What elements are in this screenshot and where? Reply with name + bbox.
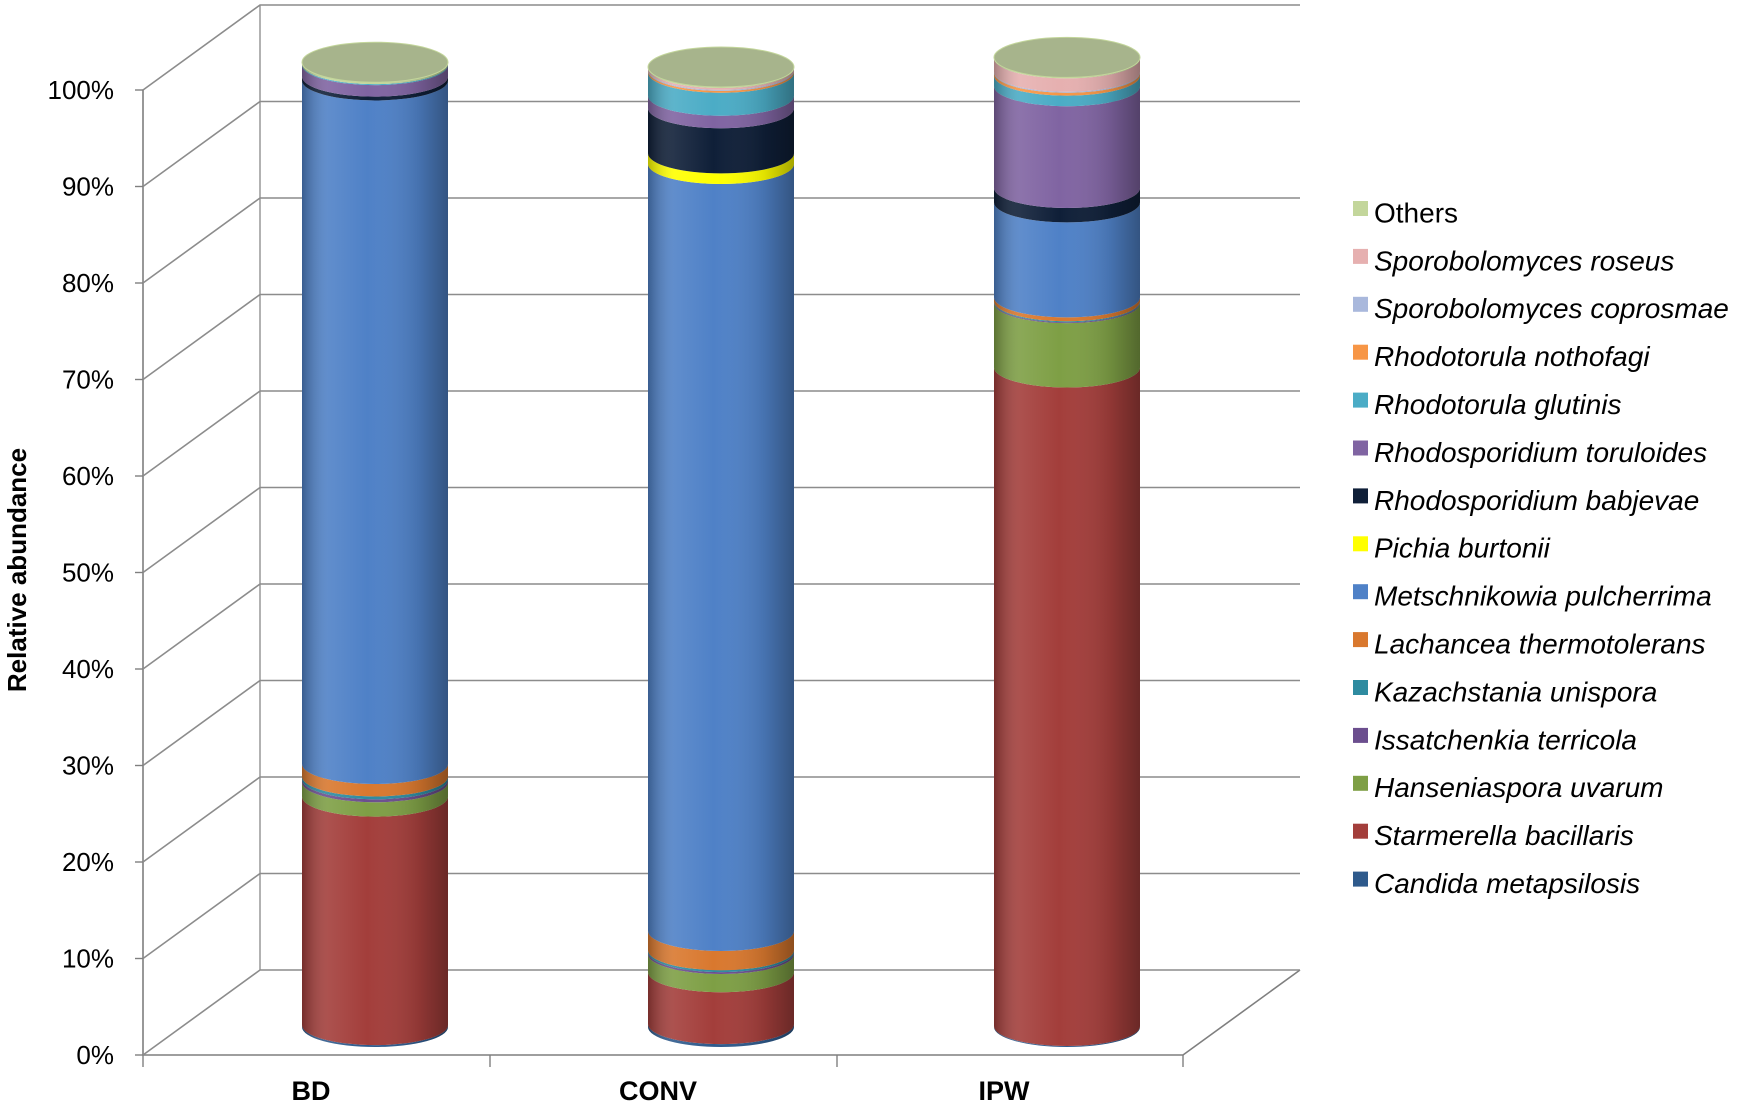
x-tick-label-bd: BD <box>292 1076 331 1104</box>
legend-label: Sporobolomyces coprosmae <box>1374 293 1729 324</box>
x-axis-ticks: BD CONV IPW <box>142 1055 1184 1106</box>
y-tick-label: 60% <box>62 461 114 491</box>
gridlines <box>142 4 1300 1056</box>
y-axis-ticks: 0% 10% 20% 30% 40% 50% 60% 70% 80% 90% 100% <box>48 75 143 1070</box>
legend-swatch <box>1353 344 1368 360</box>
y-tick-label: 0% <box>76 1040 114 1070</box>
legend-label: Others <box>1374 197 1458 228</box>
gridline <box>142 486 1300 574</box>
legend-item-rhodotorula-glutinis: Rhodotorula glutinis <box>1353 389 1622 420</box>
legend-item-issatchenkia-terricola: Issatchenkia terricola <box>1353 724 1637 755</box>
gridline <box>142 872 1300 960</box>
gridline <box>142 776 1300 863</box>
legend-label: Rhodosporidium toruloides <box>1374 437 1707 468</box>
bar-top-conv <box>647 46 795 88</box>
legend-item-rhodosporidium-babjevae: Rhodosporidium babjevae <box>1353 485 1699 516</box>
legend-swatch <box>1353 296 1368 312</box>
legend-label: Candida metapsilosis <box>1374 868 1640 899</box>
legend-swatch <box>1353 536 1368 552</box>
legend-item-sporobolomyces-roseus: Sporobolomyces roseus <box>1353 245 1674 276</box>
y-tick-label: 100% <box>48 75 115 105</box>
legend-swatch <box>1353 584 1368 600</box>
legend-swatch <box>1353 248 1368 264</box>
legend-swatch <box>1353 201 1368 216</box>
y-tick-label: 90% <box>62 172 114 202</box>
bar-stack-bd <box>301 41 449 1047</box>
legend-item-lachancea-thermotolerans: Lachancea thermotolerans <box>1353 628 1706 659</box>
y-tick-label: 40% <box>62 654 114 684</box>
legend-swatch <box>1353 440 1368 456</box>
x-tick-label-ipw: IPW <box>979 1076 1031 1104</box>
legend-swatch <box>1353 823 1368 839</box>
legend-swatch <box>1353 727 1368 743</box>
legend-label: Sporobolomyces roseus <box>1374 245 1674 276</box>
legend-item-metschnikowia-pulcherrima: Metschnikowia pulcherrima <box>1353 581 1712 612</box>
legend-item-others: Others <box>1353 197 1458 228</box>
legend-label: Metschnikowia pulcherrima <box>1374 581 1712 612</box>
legend-label: Rhodotorula glutinis <box>1374 389 1622 420</box>
legend-label: Lachancea thermotolerans <box>1374 628 1706 659</box>
gridline <box>142 197 1300 284</box>
gridline <box>142 583 1300 670</box>
x-tick-label-conv: CONV <box>619 1076 697 1104</box>
y-tick-label: 70% <box>62 365 114 395</box>
bar-shading-conv <box>648 67 794 1047</box>
bar-top-bd <box>301 41 449 83</box>
legend-swatch <box>1353 392 1368 408</box>
legend-label: Rhodotorula nothofagi <box>1374 341 1650 372</box>
legend-item-candida-metapsilosis: Candida metapsilosis <box>1353 868 1640 899</box>
bar-stack-ipw <box>993 36 1141 1047</box>
legend-label: Hanseniaspora uvarum <box>1374 772 1664 803</box>
gridline <box>142 679 1300 767</box>
legend-label: Rhodosporidium babjevae <box>1374 485 1699 516</box>
y-tick-label: 80% <box>62 268 114 298</box>
bar-stack-conv <box>647 46 795 1047</box>
legend-label: Starmerella bacillaris <box>1374 820 1634 851</box>
bars <box>301 36 1141 1047</box>
legend-item-pichia-burtonii: Pichia burtonii <box>1353 533 1551 564</box>
y-tick-label: 10% <box>62 944 114 974</box>
legend-item-hanseniaspora-uvarum: Hanseniaspora uvarum <box>1353 772 1664 803</box>
gridline <box>142 100 1300 188</box>
y-axis-label: Relative abundance <box>2 448 32 692</box>
gridline <box>142 390 1300 477</box>
legend: Others Sporobolomyces roseus Sporobolomyce… <box>1353 197 1729 899</box>
legend-swatch <box>1353 871 1368 887</box>
legend-swatch <box>1353 488 1368 504</box>
y-tick-label: 30% <box>62 751 114 781</box>
legend-item-rhodosporidium-toruloides: Rhodosporidium toruloides <box>1353 437 1707 468</box>
y-tick-label: 20% <box>62 847 114 877</box>
legend-swatch <box>1353 632 1368 648</box>
legend-item-starmerella-bacillaris: Starmerella bacillaris <box>1353 820 1634 851</box>
legend-label: Kazachstania unispora <box>1374 676 1657 707</box>
legend-swatch <box>1353 680 1368 695</box>
legend-label: Pichia burtonii <box>1374 533 1551 564</box>
legend-label: Issatchenkia terricola <box>1374 724 1637 755</box>
gridline <box>142 969 1300 1056</box>
gridline <box>142 4 1300 91</box>
legend-item-rhodotorula-nothofagi: Rhodotorula nothofagi <box>1353 341 1650 372</box>
bar-shading-ipw <box>994 57 1140 1047</box>
bar-shading-bd <box>302 62 448 1047</box>
legend-swatch <box>1353 775 1368 791</box>
legend-item-sporobolomyces-coprosmae: Sporobolomyces coprosmae <box>1353 293 1729 324</box>
bar-top-ipw <box>993 36 1141 78</box>
gridline <box>142 293 1300 381</box>
legend-item-kazachstania-unispora: Kazachstania unispora <box>1353 676 1657 707</box>
y-tick-label: 50% <box>62 558 114 588</box>
